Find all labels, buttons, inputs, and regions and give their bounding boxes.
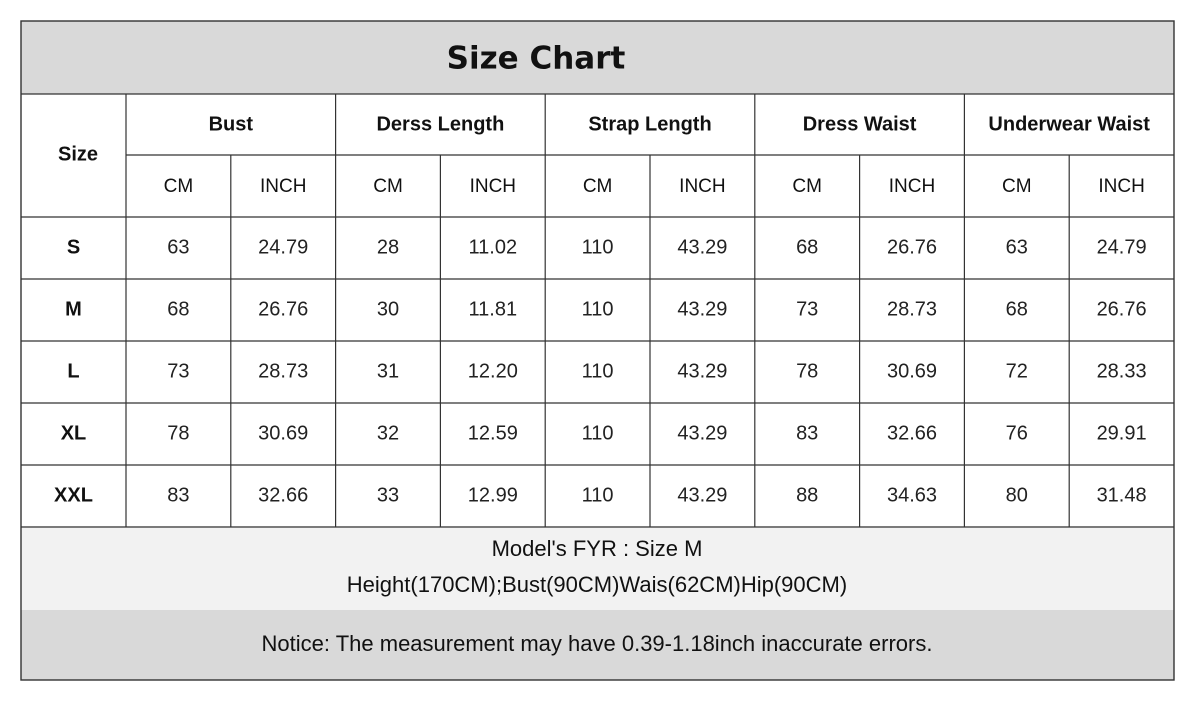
unit-header: CM [1002, 176, 1032, 197]
cell: 73 [796, 298, 818, 320]
unit-header: INCH [260, 176, 306, 197]
cell: 29.91 [1097, 422, 1147, 444]
model-band [21, 526, 1174, 610]
size-label: S [67, 236, 80, 258]
group-header: Derss Length [376, 113, 504, 135]
unit-header: INCH [679, 176, 725, 197]
cell: 43.29 [677, 298, 727, 320]
cell: 88 [796, 484, 818, 506]
cell: 12.59 [468, 422, 518, 444]
cell: 72 [1006, 360, 1028, 382]
cell: 110 [582, 236, 614, 258]
notice: Notice: The measurement may have 0.39-1.… [262, 631, 933, 656]
title: Size Chart [447, 41, 626, 77]
cell: 31.48 [1097, 484, 1147, 506]
title-band [21, 21, 1174, 94]
cell: 73 [167, 360, 189, 382]
group-header: Strap Length [588, 113, 711, 135]
unit-header: CM [792, 176, 822, 197]
unit-header: CM [164, 176, 194, 197]
cell: 31 [377, 360, 399, 382]
cell: 28.33 [1097, 360, 1147, 382]
size-label: XL [61, 422, 87, 444]
cell: 110 [582, 484, 614, 506]
group-header: Bust [209, 113, 254, 135]
cell: 12.99 [468, 484, 518, 506]
cell: 43.29 [677, 236, 727, 258]
unit-header: CM [583, 176, 613, 197]
cell: 30.69 [887, 360, 937, 382]
cell: 80 [1006, 484, 1028, 506]
group-header: Dress Waist [803, 113, 917, 135]
size-label: XXL [54, 484, 93, 506]
cell: 110 [582, 422, 614, 444]
cell: 11.81 [469, 298, 518, 320]
model-note: Model's FYR : Size M [492, 536, 703, 561]
group-header: Underwear Waist [988, 113, 1150, 135]
cell: 32.66 [258, 484, 308, 506]
cell: 28 [377, 236, 399, 258]
cell: 33 [377, 484, 399, 506]
unit-header: INCH [1098, 176, 1144, 197]
cell: 68 [1006, 298, 1028, 320]
cell: 32 [377, 422, 399, 444]
cell: 32.66 [887, 422, 937, 444]
table-border [20, 20, 1175, 681]
unit-header: CM [373, 176, 403, 197]
cell: 26.76 [1097, 298, 1147, 320]
cell: 11.02 [469, 236, 518, 258]
size-header: Size [58, 143, 98, 165]
cell: 83 [796, 422, 818, 444]
cell: 34.63 [887, 484, 937, 506]
unit-header: INCH [470, 176, 516, 197]
cell: 24.79 [1097, 236, 1147, 258]
model-note: Height(170CM);Bust(90CM)Wais(62CM)Hip(90… [347, 572, 847, 597]
size-label: L [67, 360, 79, 382]
size-label: M [65, 298, 82, 320]
cell: 24.79 [258, 236, 308, 258]
cell: 83 [167, 484, 189, 506]
cell: 68 [167, 298, 189, 320]
cell: 43.29 [677, 422, 727, 444]
notice-band [21, 610, 1174, 680]
cell: 28.73 [887, 298, 937, 320]
cell: 26.76 [887, 236, 937, 258]
cell: 63 [167, 236, 189, 258]
cell: 110 [582, 360, 614, 382]
cell: 26.76 [258, 298, 308, 320]
cell: 78 [167, 422, 189, 444]
cell: 76 [1006, 422, 1028, 444]
cell: 63 [1006, 236, 1028, 258]
unit-header: INCH [889, 176, 935, 197]
cell: 30 [377, 298, 399, 320]
cell: 68 [796, 236, 818, 258]
cell: 43.29 [677, 360, 727, 382]
cell: 78 [796, 360, 818, 382]
cell: 12.20 [468, 360, 518, 382]
cell: 30.69 [258, 422, 308, 444]
cell: 110 [582, 298, 614, 320]
cell: 43.29 [677, 484, 727, 506]
cell: 28.73 [258, 360, 308, 382]
